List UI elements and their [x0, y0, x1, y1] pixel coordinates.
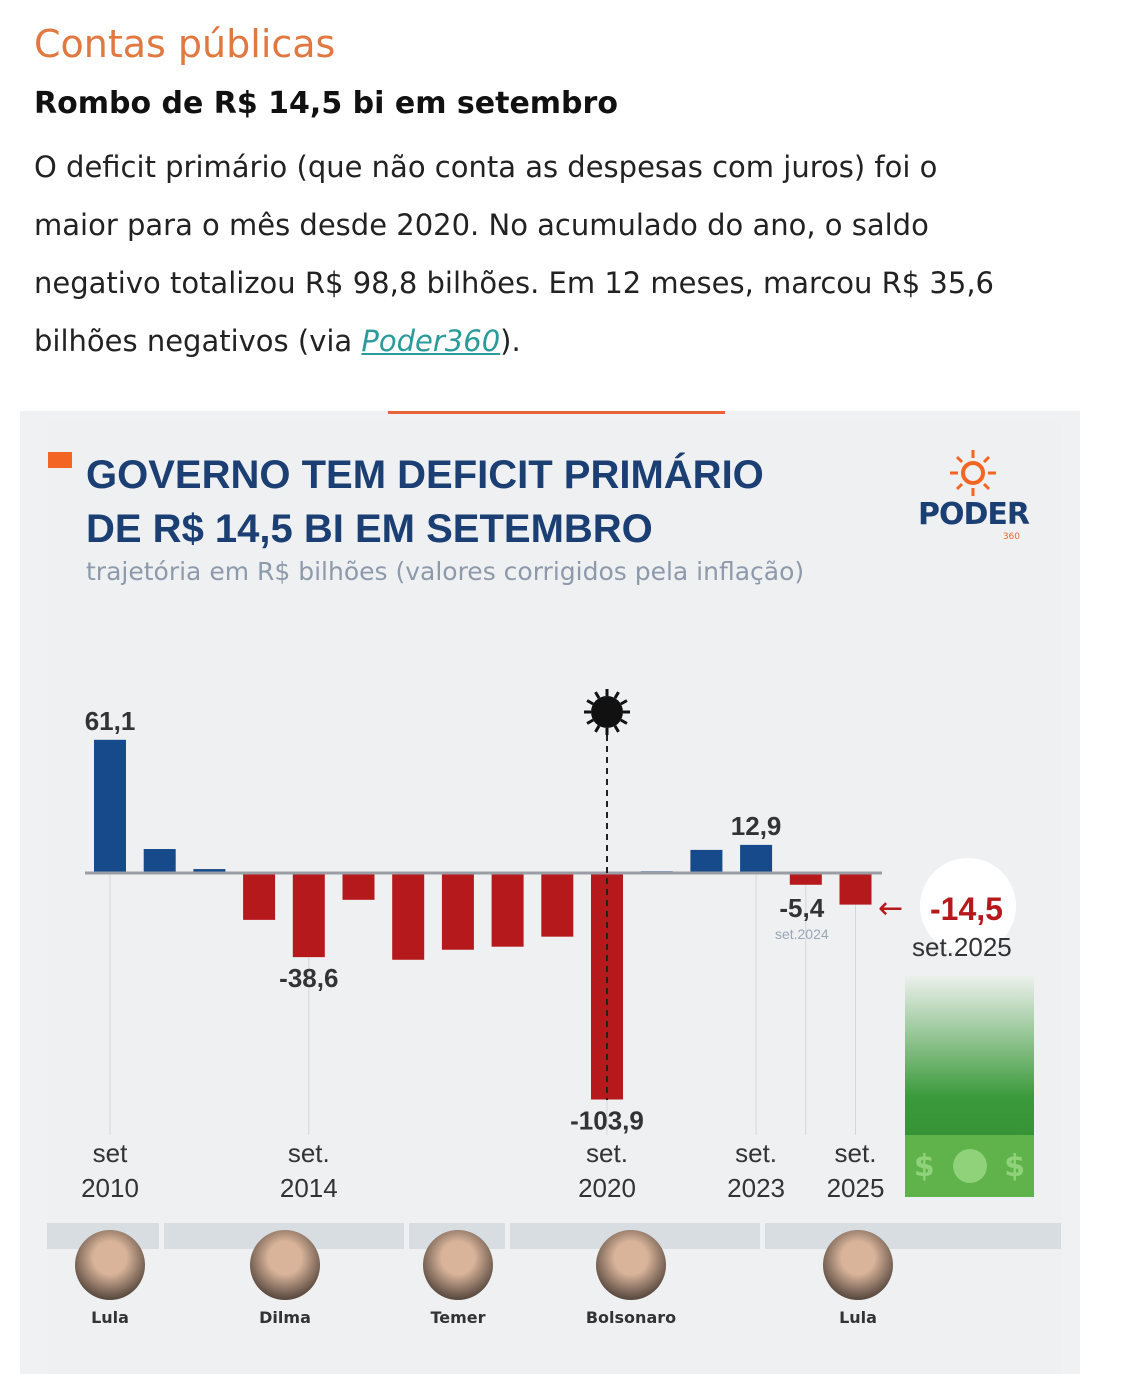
x-tick-label: set.	[835, 1138, 877, 1168]
data-label-2023: 12,9	[731, 811, 782, 841]
president-name: Lula	[839, 1308, 877, 1327]
bar-2022	[690, 849, 723, 873]
poder360-logo: PODER 360	[918, 448, 1030, 542]
bar-2014	[292, 873, 325, 958]
president-lula-1: Lula	[50, 1230, 170, 1327]
logo-text: PODER	[918, 497, 1030, 532]
bar-2016	[392, 873, 425, 960]
virus-icon	[584, 689, 630, 735]
source-link[interactable]: Poder360	[361, 324, 501, 358]
label-bubble	[920, 858, 1016, 954]
logo-sub: 360	[1002, 532, 1020, 542]
bar-2024	[789, 873, 822, 885]
president-name: Dilma	[259, 1308, 311, 1327]
x-tick-label: 2025	[827, 1173, 885, 1203]
bar-2015	[342, 873, 375, 900]
data-label-note: set.2025	[912, 932, 1012, 962]
bar-2013	[243, 873, 276, 920]
x-tick-label: set.	[288, 1138, 330, 1168]
body-text-end: ).	[500, 324, 521, 358]
accent-square	[48, 452, 72, 468]
kicker: Contas públicas	[34, 22, 336, 66]
data-label-2024: -5,4	[779, 893, 824, 923]
president-temer: Temer	[398, 1230, 518, 1327]
banknote-icon: $ $	[905, 1135, 1034, 1197]
x-tick-label: 2023	[727, 1173, 785, 1203]
chart-subtitle: trajetória em R$ bilhões (valores corrig…	[86, 557, 805, 586]
x-tick-label: set.	[586, 1138, 628, 1168]
x-tick-label: set.	[735, 1138, 777, 1168]
bar-2017	[441, 873, 474, 950]
x-tick-label: 2020	[578, 1173, 636, 1203]
avatar	[423, 1230, 493, 1300]
bar-2019	[541, 873, 574, 937]
x-tick-label: set	[93, 1138, 128, 1168]
president-dilma: Dilma	[225, 1230, 345, 1327]
avatar	[823, 1230, 893, 1300]
avatar	[250, 1230, 320, 1300]
x-tick-label: 2010	[81, 1173, 139, 1203]
bar-2018	[491, 873, 524, 947]
sun-icon	[950, 450, 996, 496]
data-label-2010: 61,1	[85, 706, 136, 736]
accent-line	[388, 411, 725, 414]
data-label-2020: -103,9	[570, 1106, 644, 1136]
president-lula-2: Lula	[798, 1230, 918, 1327]
president-name: Lula	[91, 1308, 129, 1327]
money-graphic: $ $	[905, 975, 1034, 1197]
data-label-2014: -38,6	[279, 963, 338, 993]
bar-2020	[591, 873, 623, 1100]
headline: Rombo de R$ 14,5 bi em setembro	[34, 86, 618, 121]
bar-2023	[740, 844, 773, 873]
article-body: O deficit primário (que não conta as des…	[34, 138, 994, 370]
arrow-left-icon: ←	[878, 891, 903, 926]
avatar	[596, 1230, 666, 1300]
x-tick-label: 2014	[280, 1173, 338, 1203]
chart-title: GOVERNO TEM DEFICIT PRIMÁRIO DE R$ 14,5 B…	[86, 448, 906, 556]
president-name: Temer	[430, 1308, 486, 1327]
bar-2011	[143, 849, 176, 873]
president-bolsonaro: Bolsonaro	[571, 1230, 691, 1327]
avatar	[75, 1230, 145, 1300]
data-label-2025: -14,5	[930, 891, 1003, 927]
data-label-note: set.2024	[775, 926, 829, 942]
body-text: O deficit primário (que não conta as des…	[34, 150, 995, 358]
bar-2025	[839, 873, 872, 905]
bar-2010	[94, 739, 126, 873]
president-name: Bolsonaro	[585, 1308, 677, 1327]
chart-title-line2: DE R$ 14,5 BI EM SETEMBRO	[86, 507, 653, 551]
bar-2012	[193, 869, 226, 873]
chart-title-line1: GOVERNO TEM DEFICIT PRIMÁRIO	[86, 453, 764, 497]
term-band	[765, 1223, 1061, 1249]
